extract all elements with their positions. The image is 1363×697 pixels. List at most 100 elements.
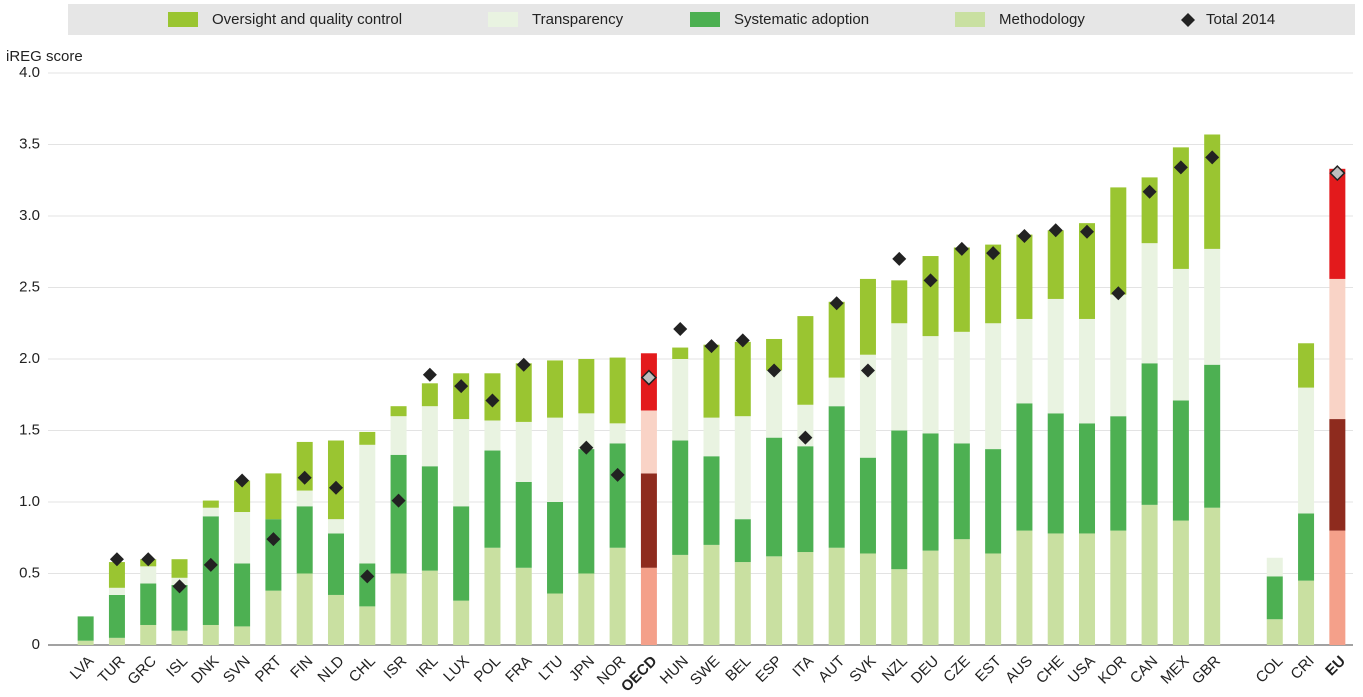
bar-segment [515,421,532,482]
total-marker [1080,224,1095,239]
x-tick-label: EU [1322,653,1349,680]
x-tick-label: JPN [566,653,598,685]
y-tick-label: 3.5 [19,135,40,152]
bar-segment [578,359,595,414]
bar-segment [140,583,157,625]
x-tick-label: BEL [722,653,754,685]
y-tick-label: 4.0 [19,64,40,81]
bar-segment [1141,363,1158,505]
bar-segment [953,443,970,540]
bar-segment [202,500,219,508]
bar-segment [547,417,564,502]
legend-label: Transparency [532,11,624,28]
bar-segment [1329,419,1346,531]
bar-segment [1266,576,1283,620]
bar-segment [265,590,282,645]
bar-segment [453,506,470,601]
total-marker [172,579,187,594]
bar-segment [672,440,689,555]
bar-segment [640,473,657,568]
x-tick-label: KOR [1095,653,1130,688]
bar-segment [515,481,532,568]
x-tick-label: FRA [502,653,535,686]
legend-label: Total 2014 [1206,11,1275,28]
bar-segment [734,519,751,563]
y-tick-label: 3.0 [19,207,40,224]
bar-segment [1079,423,1096,534]
bar-segment [1047,533,1064,645]
x-tick-label: NZL [879,653,911,685]
total-marker [640,369,657,386]
total-marker [892,251,907,266]
bar-segment [390,416,407,455]
bar-segment [1079,533,1096,645]
total-marker [954,241,969,256]
bar-segment [703,456,720,545]
bar-segment [1204,507,1221,645]
bar-segment [327,594,344,645]
bar-segment [859,553,876,645]
total-marker [579,440,594,455]
bar-segment [1172,147,1189,269]
bar-segment [421,383,438,407]
bar-segment [922,433,939,551]
bar-segment [1079,318,1096,424]
bar-segment [672,554,689,645]
y-tick-label: 0.5 [19,564,40,581]
bar-segment [1204,134,1221,249]
x-tick-label: SWE [687,653,723,689]
bar-segment [1079,223,1096,319]
bar-segment [265,473,282,520]
x-tick-label: TUR [95,652,129,686]
total-marker [516,357,531,372]
bar-segment [327,440,344,520]
bar-segment [359,444,376,564]
bar-segment [171,630,188,645]
bar-segment [140,624,157,645]
bar-segment [547,593,564,645]
bar-segment [1329,278,1346,420]
bar-segment [640,567,657,645]
total-marker [1329,165,1346,182]
total-marker [1142,184,1157,199]
x-tick-label: CAN [1127,653,1161,687]
bar-segment [484,547,501,645]
x-tick-label: ITA [789,653,817,681]
legend-label: Methodology [999,11,1085,28]
x-tick-label: DEU [908,653,942,687]
bar-segment [453,419,470,507]
bar-segment [390,454,407,574]
bar-segment [922,336,939,434]
bar-segment [547,502,564,594]
bar-segment [609,547,626,645]
x-tick-label: CRI [1287,653,1317,683]
bar-segment [891,569,908,645]
bar-segment [609,443,626,548]
bar-segment [1110,294,1127,417]
x-tick-label: POL [471,653,504,686]
bar-segment [828,377,845,407]
total-marker [829,296,844,311]
total-marker [1017,229,1032,244]
bar-segment [1141,243,1158,364]
bar-segment [1016,403,1033,531]
x-tick-label: CZE [940,653,973,686]
bar-segment [578,413,595,450]
x-tick-label: DNK [188,653,222,687]
bar-segment [171,584,188,631]
bar-segment [77,640,94,645]
total-marker [1205,150,1220,165]
bar-segment [390,573,407,645]
bar-segment [1204,364,1221,508]
total-marker [141,552,156,567]
total-marker [203,557,218,572]
legend-swatch [955,12,985,27]
bar-segment [1016,234,1033,319]
bar-segment [734,562,751,645]
bar-segment [296,506,313,574]
bar-segment [515,363,532,422]
x-tick-label: ISL [163,653,191,681]
x-tick-label: AUS [1002,653,1036,687]
bar-segment [922,256,939,337]
total-marker [986,246,1001,261]
